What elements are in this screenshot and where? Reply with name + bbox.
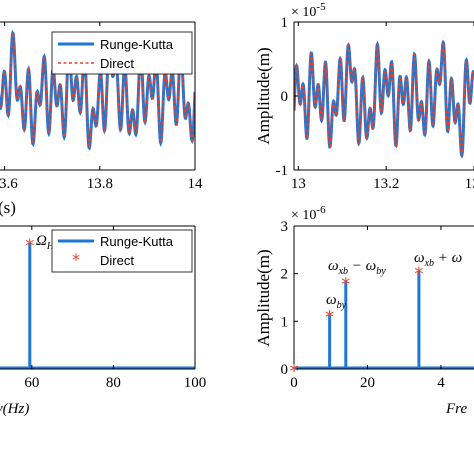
y-tick-label: 0 — [281, 89, 289, 105]
y-axis-label: Amplitude(m) — [254, 249, 273, 346]
y-axis-label: Amplitude(m) — [254, 47, 273, 144]
y-exponent-power: -6 — [316, 204, 326, 216]
x-axis-label: (s) — [0, 198, 16, 217]
peak-label-sub: xb — [338, 266, 348, 277]
y-exponent: × 10-6 — [291, 204, 326, 223]
legend-rk-label: Runge-Kutta — [100, 37, 174, 52]
x-tick-label: 13 — [291, 176, 306, 192]
x-tick-label: 0 — [290, 375, 298, 391]
direct-line — [0, 31, 195, 150]
peak-label-main: Ω — [36, 233, 47, 249]
direct-marker: * — [341, 274, 350, 295]
x-tick-label: 13. — [465, 176, 474, 192]
peak-label-sub: xb — [424, 258, 434, 269]
x-ticks: 13 13.2 13. — [291, 22, 474, 192]
direct-line — [294, 40, 474, 158]
direct-marker: * — [290, 361, 299, 382]
x-tick-label: 80 — [106, 375, 121, 391]
x-axis-label: v(Hz) — [0, 401, 29, 417]
x-tick-label: 13.6 — [0, 176, 18, 192]
spectrum-peaks — [294, 271, 474, 369]
y-ticks: 1 0 -1 — [276, 15, 298, 179]
x-tick-label: 13.8 — [87, 176, 113, 192]
peak-label-op: − ω — [348, 258, 376, 274]
y-exponent: × 10-5 — [291, 1, 326, 20]
x-tick-label: 60 — [24, 375, 39, 391]
x-tick-label: 100 — [184, 375, 207, 391]
x-tick-label: 20 — [360, 375, 375, 391]
x-ticks: 13.6 13.8 14 — [0, 22, 203, 192]
peak-label-omega-xb-plus: ωxb + ω — [414, 250, 462, 269]
y-tick-label: 2 — [281, 267, 289, 283]
legend: Runge-Kutta * Direct — [51, 229, 193, 273]
y-tick-label: 1 — [281, 314, 289, 330]
x-tick-label: 4 — [437, 375, 445, 391]
legend-box — [51, 229, 193, 273]
y-exponent-base: × 10 — [291, 5, 316, 20]
x-tick-label: 14 — [188, 176, 204, 192]
spectrum-peaks — [0, 243, 195, 369]
direct-marker: * — [414, 263, 423, 284]
x-ticks: 0 20 4 — [290, 226, 445, 391]
peak-label-sub: by — [337, 300, 347, 311]
peak-label-main: ω — [326, 292, 337, 308]
y-tick-label: 0 — [281, 362, 289, 378]
y-tick-label: -1 — [276, 163, 289, 179]
peak-label-omega-xb-minus-by: ωxb − ωby — [328, 258, 386, 277]
peak-label-op: + ω — [434, 250, 462, 266]
panel-time-left: 13.6 13.8 14 Runge-Kutta Direct (s) — [0, 21, 203, 217]
peak-label-main: ω — [328, 258, 339, 274]
legend-direct-label: Direct — [100, 56, 134, 71]
panel-time-right: 13 13.2 13. 1 0 -1 × 10-5 Amplitude(m) — [254, 1, 474, 192]
legend-box — [51, 31, 193, 75]
x-ticks: 60 80 100 — [24, 226, 206, 391]
direct-marker: * — [25, 236, 34, 257]
x-axis-label: Fre — [445, 401, 467, 417]
y-tick-label: 3 — [281, 219, 289, 235]
peak-label-sub2: by — [376, 266, 386, 277]
peak-label-omega-by: ωby — [326, 292, 347, 311]
direct-marker: * — [325, 307, 334, 328]
x-tick-label: 13.2 — [373, 176, 399, 192]
legend-direct-label: Direct — [100, 253, 134, 268]
legend-rk-label: Runge-Kutta — [100, 234, 174, 249]
runge-kutta-line — [294, 39, 474, 159]
peak-label-main: ω — [414, 250, 425, 266]
legend: Runge-Kutta Direct — [51, 31, 193, 75]
direct-markers: * — [25, 236, 34, 257]
y-ticks: 3 2 1 0 — [281, 219, 298, 378]
direct-markers: * * * * — [290, 263, 424, 382]
y-exponent-power: -5 — [316, 1, 326, 13]
legend-direct-marker: * — [72, 250, 80, 269]
y-tick-label: 1 — [281, 15, 289, 31]
y-exponent-base: × 10 — [291, 208, 316, 223]
